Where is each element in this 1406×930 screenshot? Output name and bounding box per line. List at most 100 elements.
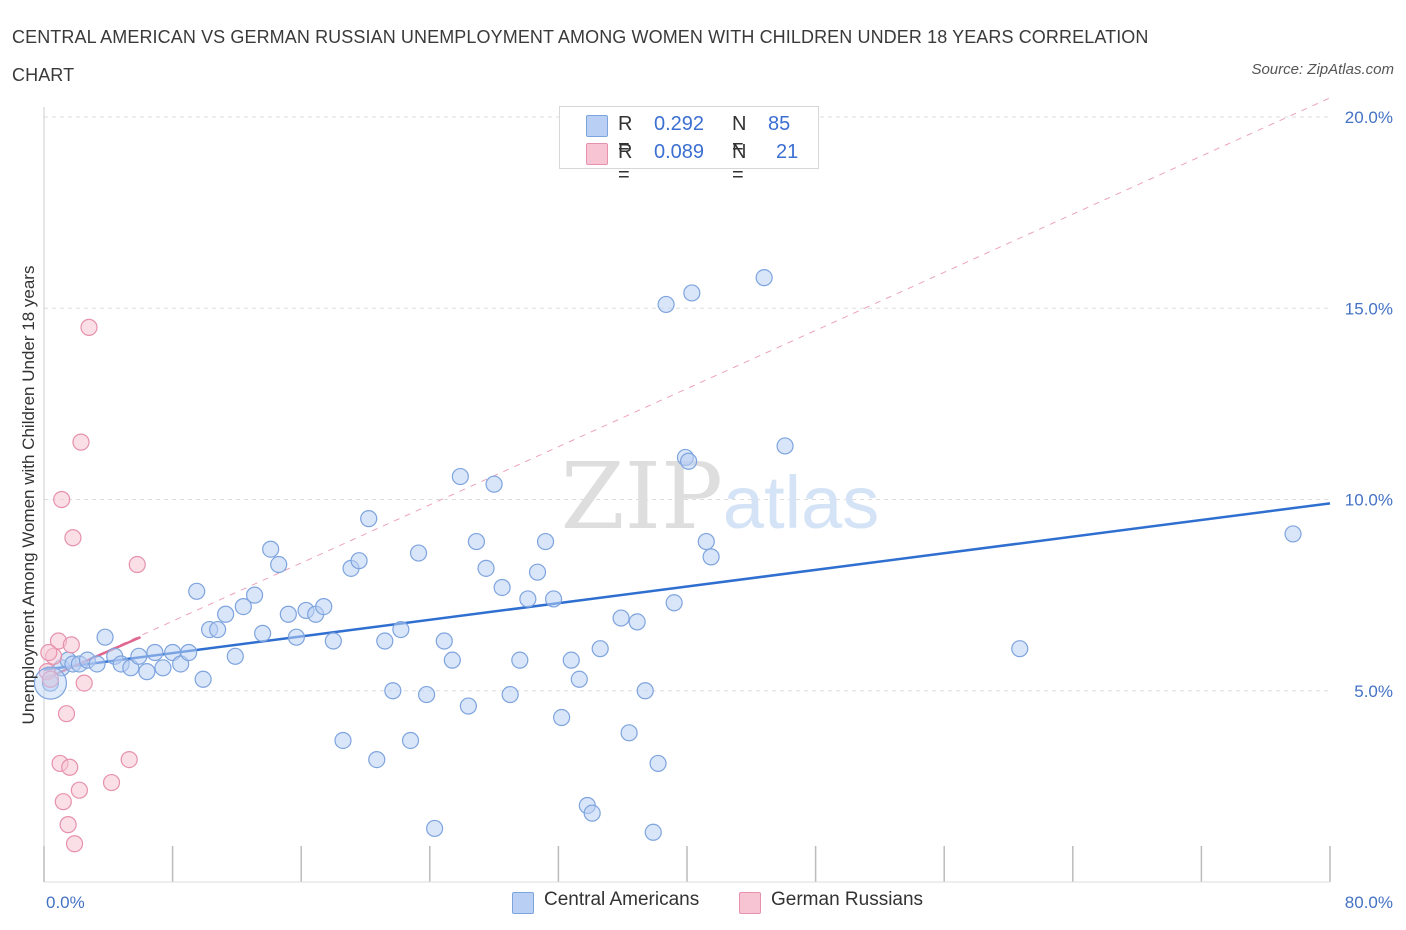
legend-swatch-blue: [512, 892, 534, 914]
point-german-russians: [75, 674, 93, 692]
n-label: N =: [732, 141, 747, 186]
point-german-russians: [64, 529, 82, 547]
point-central-americans: [360, 510, 378, 528]
legend-swatch-pink: [739, 892, 761, 914]
point-central-americans: [384, 682, 402, 700]
source-label: Source: ZipAtlas.com: [1251, 61, 1394, 78]
watermark: ZIPatlas: [561, 443, 879, 550]
point-central-americans: [88, 655, 106, 673]
point-central-americans: [665, 594, 683, 612]
point-german-russians: [128, 555, 146, 574]
point-central-americans: [649, 754, 667, 773]
point-central-americans: [315, 597, 333, 616]
point-central-americans: [417, 685, 436, 704]
y-axis-label: Unemployment Among Women with Children U…: [19, 266, 38, 725]
point-cluster-central-americans: [33, 666, 68, 700]
point-central-americans: [570, 670, 588, 688]
point-central-americans: [368, 750, 386, 769]
point-central-americans: [409, 544, 428, 562]
y-tick-label: 15.0%: [1345, 299, 1393, 318]
point-central-americans: [451, 467, 469, 486]
point-central-americans: [683, 284, 701, 302]
point-central-americans: [755, 269, 773, 287]
point-central-americans: [591, 640, 609, 658]
legend-label: Central Americans: [544, 889, 700, 910]
point-central-americans: [138, 663, 156, 681]
r-label: R =: [618, 113, 633, 158]
point-central-americans: [226, 647, 244, 665]
point-central-americans: [130, 647, 148, 665]
point-central-americans: [392, 620, 410, 639]
point-central-americans: [612, 609, 630, 627]
legend-swatch-blue: [586, 115, 608, 137]
point-central-americans: [376, 632, 394, 650]
point-central-americans: [680, 452, 698, 470]
point-central-americans: [536, 532, 555, 551]
point-central-americans: [188, 582, 206, 600]
point-german-russians: [57, 705, 76, 723]
point-central-americans: [1011, 640, 1029, 658]
point-central-americans: [154, 659, 172, 677]
point-central-americans: [287, 628, 305, 646]
y-tick-label: 20.0%: [1345, 108, 1393, 127]
axis-layer: 5.0% 10.0% 15.0% 20.0% 0.0% 80.0%: [43, 107, 1393, 912]
y-tick-label: 5.0%: [1354, 682, 1393, 701]
point-central-americans: [459, 697, 477, 715]
point-central-americans: [702, 548, 720, 566]
point-german-russians: [61, 758, 79, 776]
point-german-russians: [72, 433, 90, 451]
point-central-americans: [209, 620, 227, 639]
point-central-americans: [1284, 525, 1302, 543]
point-german-russians: [80, 318, 98, 336]
point-central-americans: [628, 613, 646, 631]
point-central-americans: [636, 682, 654, 700]
point-central-americans: [245, 586, 264, 604]
y-tick-label: 10.0%: [1345, 491, 1393, 510]
point-german-russians: [53, 490, 71, 509]
point-german-russians: [59, 816, 77, 834]
legend-swatch-pink: [586, 143, 608, 165]
point-central-americans: [467, 532, 486, 551]
n-value: 21: [776, 141, 799, 163]
point-central-americans: [511, 651, 529, 669]
chart-title: CENTRAL AMERICAN VS GERMAN RUSSIAN UNEMP…: [12, 27, 1149, 85]
point-central-americans: [435, 632, 453, 650]
point-central-americans: [697, 532, 715, 551]
r-value: 0.089: [654, 141, 705, 163]
point-german-russians: [65, 835, 84, 853]
point-central-americans: [426, 819, 444, 838]
r-value: 0.292: [654, 113, 705, 135]
point-central-americans: [501, 685, 519, 704]
point-central-americans: [493, 578, 511, 597]
point-central-americans: [234, 597, 252, 616]
point-central-americans: [776, 437, 794, 455]
points-layer: [33, 269, 1302, 853]
legend-label: German Russians: [771, 889, 924, 910]
point-central-americans: [644, 823, 662, 841]
x-tick-label: 80.0%: [1345, 893, 1393, 912]
point-central-americans: [583, 804, 601, 822]
point-central-americans: [544, 590, 563, 608]
point-central-americans: [485, 475, 503, 493]
point-central-americans: [96, 628, 114, 646]
point-german-russians: [102, 773, 121, 792]
point-german-russians: [41, 670, 60, 688]
trend-line-central-americans: [43, 502, 1331, 671]
point-german-russians: [120, 750, 138, 769]
point-central-americans: [562, 651, 580, 669]
point-central-americans: [350, 552, 368, 570]
trend-line-german-russians: [43, 97, 1331, 680]
point-central-americans: [146, 643, 164, 662]
point-german-russians: [54, 793, 72, 811]
point-central-americans: [477, 559, 495, 577]
point-central-americans: [279, 605, 297, 623]
point-central-americans: [443, 651, 461, 669]
n-label: N =: [732, 113, 747, 158]
legend-stats: R = 0.292 N = 85 R = 0.089 N = 21: [559, 106, 819, 186]
n-value: 85: [768, 113, 791, 135]
point-central-americans: [324, 632, 342, 650]
point-central-americans: [270, 555, 288, 574]
point-central-americans: [553, 708, 571, 727]
point-central-americans: [217, 605, 235, 623]
